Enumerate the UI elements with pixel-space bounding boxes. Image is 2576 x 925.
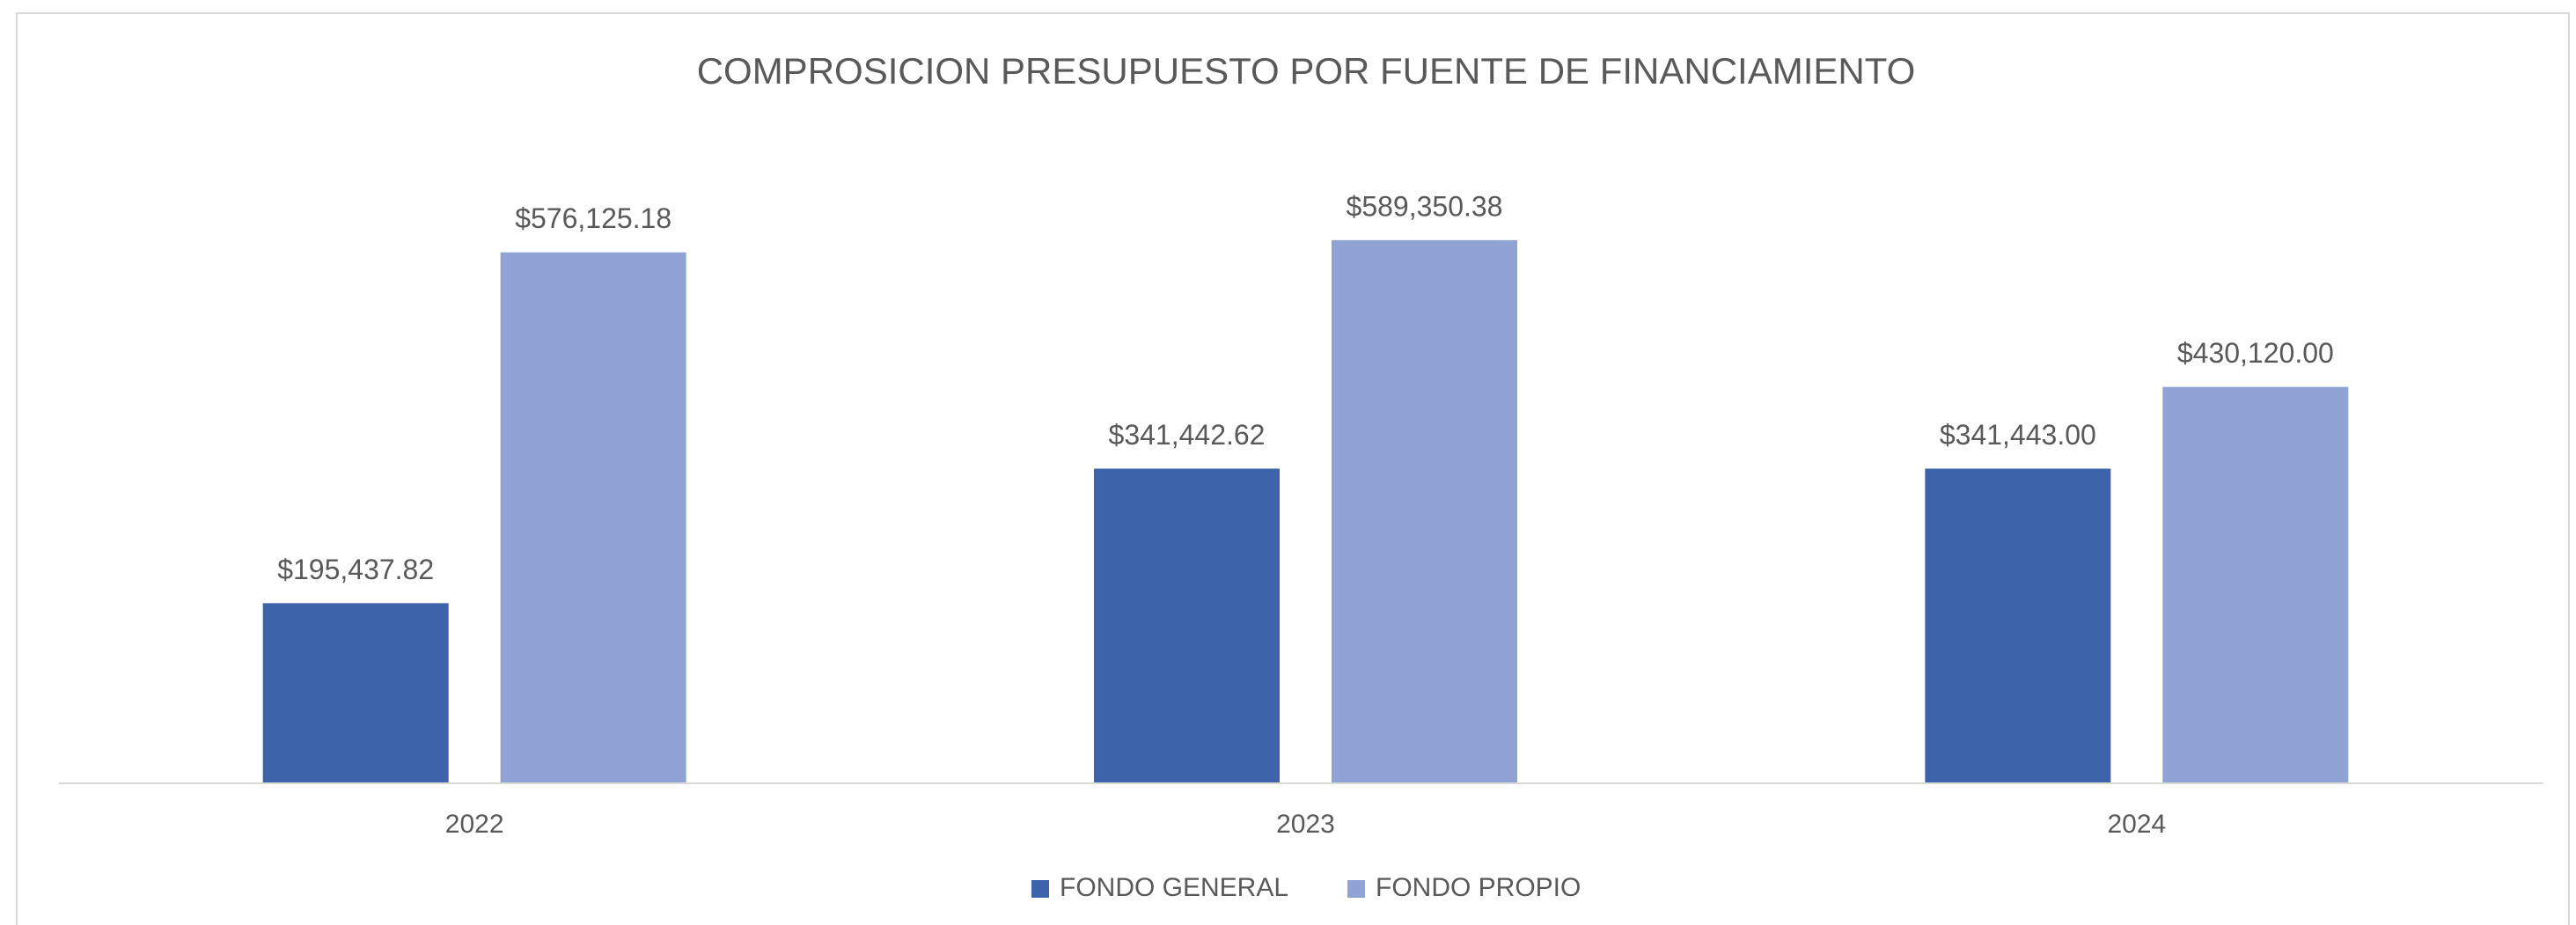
x-tick-label: 2024	[2107, 810, 2166, 839]
data-label: $589,350.38	[1347, 190, 1503, 222]
data-label: $341,443.00	[1940, 419, 2096, 451]
legend-swatch	[1347, 880, 1365, 898]
legend-label: FONDO GENERAL	[1060, 873, 1288, 902]
data-label: $430,120.00	[2177, 337, 2334, 369]
data-label: $576,125.18	[515, 202, 672, 234]
bar	[1332, 239, 1517, 783]
x-tick-label: 2023	[1276, 810, 1335, 839]
x-tick-label: 2022	[445, 810, 504, 839]
legend-label: FONDO PROPIO	[1376, 873, 1581, 902]
bar	[1925, 468, 2111, 783]
chart-title: COMPROSICION PRESUPUESTO POR FUENTE DE F…	[697, 50, 1916, 92]
bar	[1094, 468, 1280, 783]
bar	[262, 603, 449, 783]
bar	[2162, 386, 2349, 783]
bar	[500, 252, 686, 784]
legend-swatch	[1031, 880, 1049, 898]
data-label: $341,442.62	[1109, 419, 1266, 451]
data-label: $195,437.82	[277, 554, 434, 585]
